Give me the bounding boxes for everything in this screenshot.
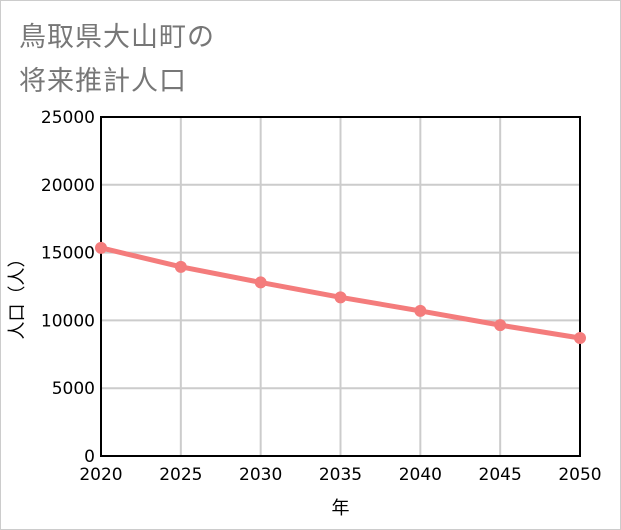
x-tick-label: 2030 <box>239 465 282 485</box>
point-layer <box>95 241 586 345</box>
data-point-2025 <box>174 260 187 273</box>
x-tick-label: 2045 <box>479 465 522 485</box>
grid-layer <box>100 116 581 457</box>
data-point-2020 <box>95 241 107 254</box>
x-tick-label: 2025 <box>159 465 202 485</box>
x-tick-label: 2040 <box>399 465 442 485</box>
data-point-2030 <box>254 276 267 289</box>
chart-title-line-1: 鳥取県大山町の <box>19 22 215 53</box>
data-point-2045 <box>494 319 507 332</box>
y-axis-label: 人口（人） <box>7 250 28 340</box>
x-tick-label: 2020 <box>79 465 122 485</box>
data-point-2035 <box>334 291 347 304</box>
data-point-2040 <box>414 304 427 317</box>
plot-area-border <box>100 116 581 457</box>
x-tick-label: 2050 <box>558 465 601 485</box>
x-tick-label: 2035 <box>319 465 362 485</box>
tick-label-layer: 0 5000 10000 15000 20000 25000 2020 2025 2030 203… <box>41 108 602 485</box>
y-tick-label: 25000 <box>41 108 95 128</box>
y-tick-label: 10000 <box>41 311 95 331</box>
y-tick-label: 15000 <box>41 244 95 264</box>
y-tick-label: 5000 <box>52 379 95 399</box>
y-tick-label: 20000 <box>41 176 95 196</box>
chart-title-line-2: 将来推計人口 <box>19 66 187 97</box>
x-axis-label: 年 <box>332 498 350 519</box>
y-tick-label: 0 <box>84 447 95 467</box>
data-point-2050 <box>574 332 586 345</box>
